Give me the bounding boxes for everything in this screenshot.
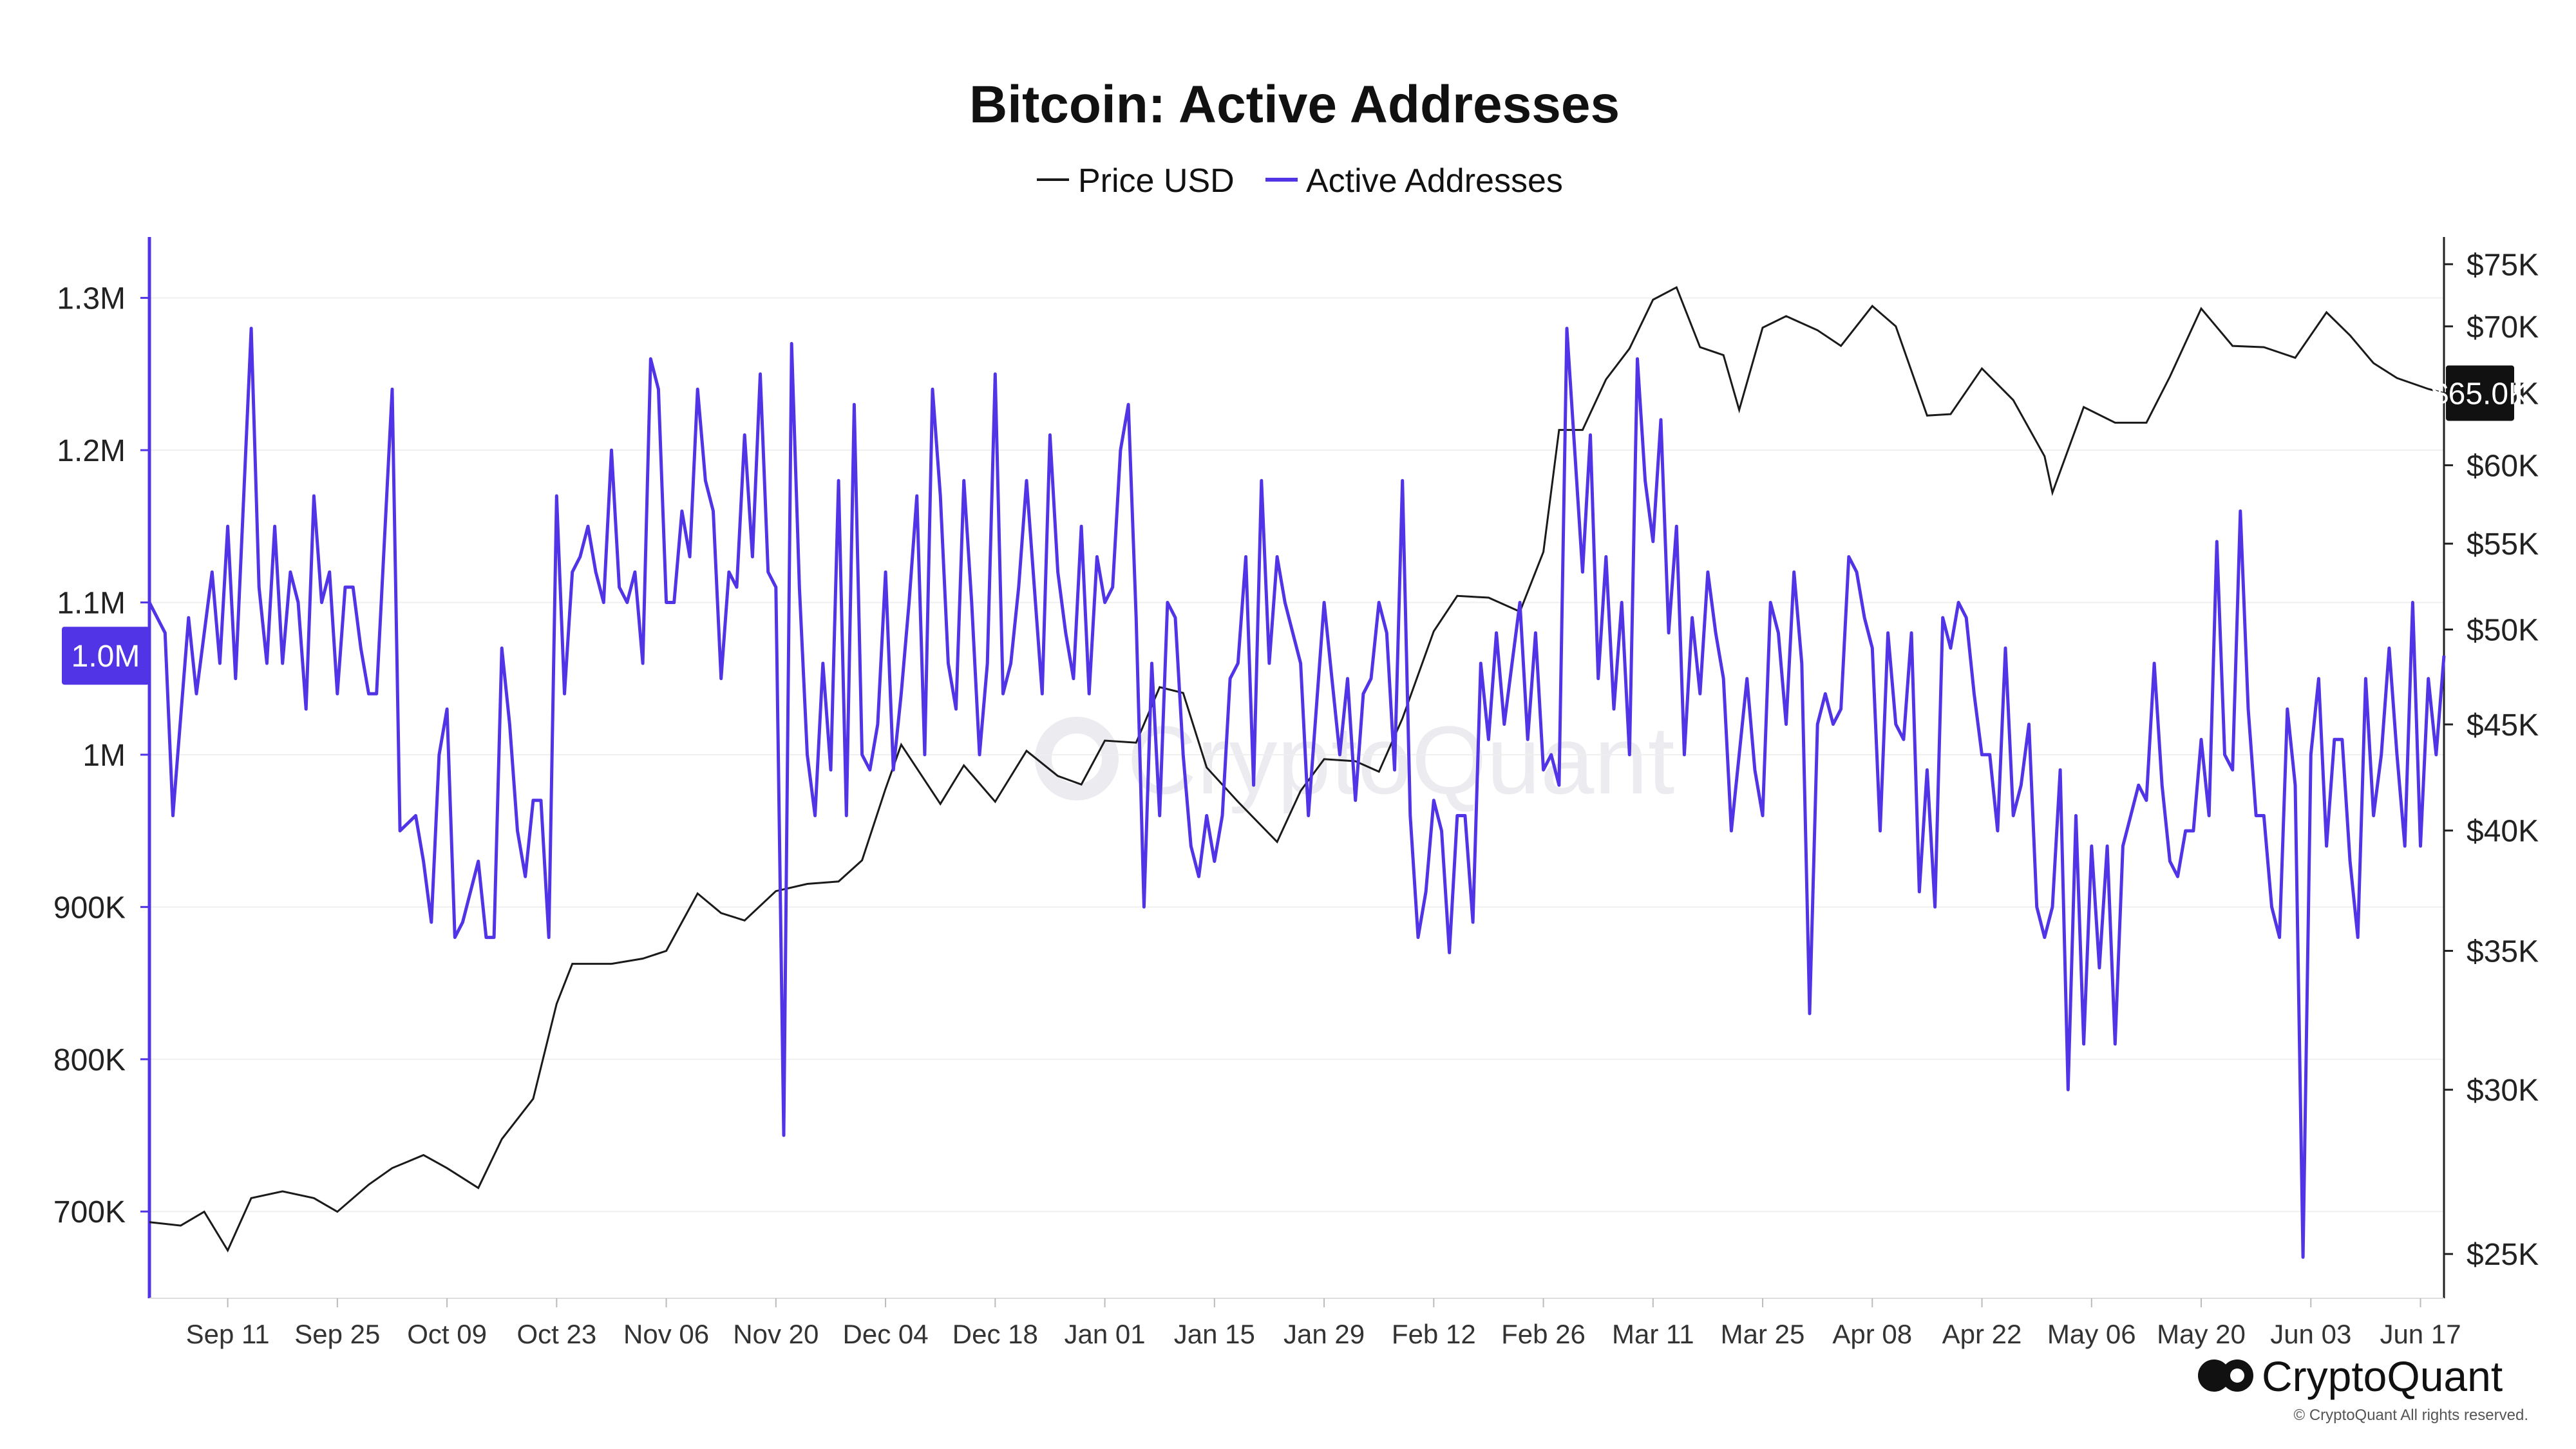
chart-title: Bitcoin: Active Addresses: [969, 75, 1620, 134]
x-tick-label-13: Mar 11: [1612, 1319, 1694, 1349]
right-tick-label-3: $40K: [2467, 815, 2539, 849]
x-tick-label-6: Dec 04: [843, 1319, 929, 1349]
x-tick-label-15: Apr 08: [1832, 1319, 1912, 1349]
cryptoquant-logo-icon: [2198, 1359, 2253, 1392]
left-tick-label-1: 800K: [53, 1043, 126, 1077]
x-tick-label-7: Dec 18: [952, 1319, 1038, 1349]
x-tick-label-16: Apr 22: [1942, 1319, 2022, 1349]
legend[interactable]: Price USD Active Addresses: [1037, 162, 1563, 200]
x-tick-label-3: Oct 23: [516, 1319, 596, 1349]
x-tick-label-2: Oct 09: [407, 1319, 487, 1349]
x-tick-label-10: Jan 29: [1283, 1319, 1365, 1349]
left-tick-label-3: 1M: [82, 739, 126, 773]
left-current-value: 1.0M: [71, 639, 140, 674]
right-tick-label-4: $45K: [2467, 708, 2539, 743]
legend-active-label[interactable]: Active Addresses: [1306, 162, 1563, 200]
x-axis-ticks: Sep 11 Sep 25 Oct 09 Oct 23 Nov 06 Nov 20 Dec …: [186, 1298, 2461, 1349]
x-tick-label-17: May 06: [2047, 1319, 2136, 1349]
legend-price-label[interactable]: Price USD: [1078, 162, 1235, 200]
x-tick-label-11: Feb 12: [1392, 1319, 1476, 1349]
x-tick-label-18: May 20: [2157, 1319, 2246, 1349]
left-tick-label-2: 900K: [53, 891, 126, 925]
x-tick-label-0: Sep 11: [186, 1319, 270, 1349]
x-tick-label-14: Mar 25: [1721, 1319, 1805, 1349]
x-tick-label-8: Jan 01: [1065, 1319, 1146, 1349]
left-tick-label-0: 700K: [53, 1195, 126, 1229]
left-tick-label-4: 1.1M: [57, 586, 126, 620]
x-tick-label-4: Nov 06: [623, 1319, 709, 1349]
copyright: © CryptoQuant All rights reserved.: [2294, 1406, 2529, 1424]
x-tick-label-20: Jun 17: [2380, 1319, 2461, 1349]
right-tick-label-5: $50K: [2467, 613, 2539, 647]
right-tick-label-1: $30K: [2467, 1074, 2539, 1108]
right-current-badge: $65.0K: [2431, 365, 2529, 421]
right-tick-label-2: $35K: [2467, 934, 2539, 969]
left-tick-label-6: 1.3M: [57, 282, 126, 316]
right-tick-label-0: $25K: [2467, 1238, 2539, 1272]
right-tick-label-10: $75K: [2467, 248, 2539, 282]
right-tick-label-6: $55K: [2467, 527, 2539, 562]
right-tick-label-7: $60K: [2467, 449, 2539, 483]
left-current-badge: 1.0M: [62, 627, 149, 685]
brand-name: CryptoQuant: [2262, 1352, 2503, 1400]
x-tick-label-9: Jan 15: [1174, 1319, 1255, 1349]
right-current-value: $65.0K: [2431, 377, 2529, 411]
x-tick-label-1: Sep 25: [294, 1319, 380, 1349]
x-tick-label-19: Jun 03: [2270, 1319, 2351, 1349]
x-tick-label-5: Nov 20: [733, 1319, 819, 1349]
left-tick-label-5: 1.2M: [57, 434, 126, 468]
series-active-addresses[interactable]: [147, 327, 2446, 1259]
gridlines: [149, 297, 2444, 1213]
series-price-usd[interactable]: [149, 286, 2445, 1253]
brand-logo: CryptoQuant © CryptoQuant All rights res…: [2198, 1352, 2528, 1424]
x-tick-label-12: Feb 26: [1501, 1319, 1586, 1349]
right-tick-label-9: $70K: [2467, 310, 2539, 345]
left-axis-ticks: 700K 800K 900K 1M 1.1M 1.2M 1.3M: [53, 282, 149, 1229]
